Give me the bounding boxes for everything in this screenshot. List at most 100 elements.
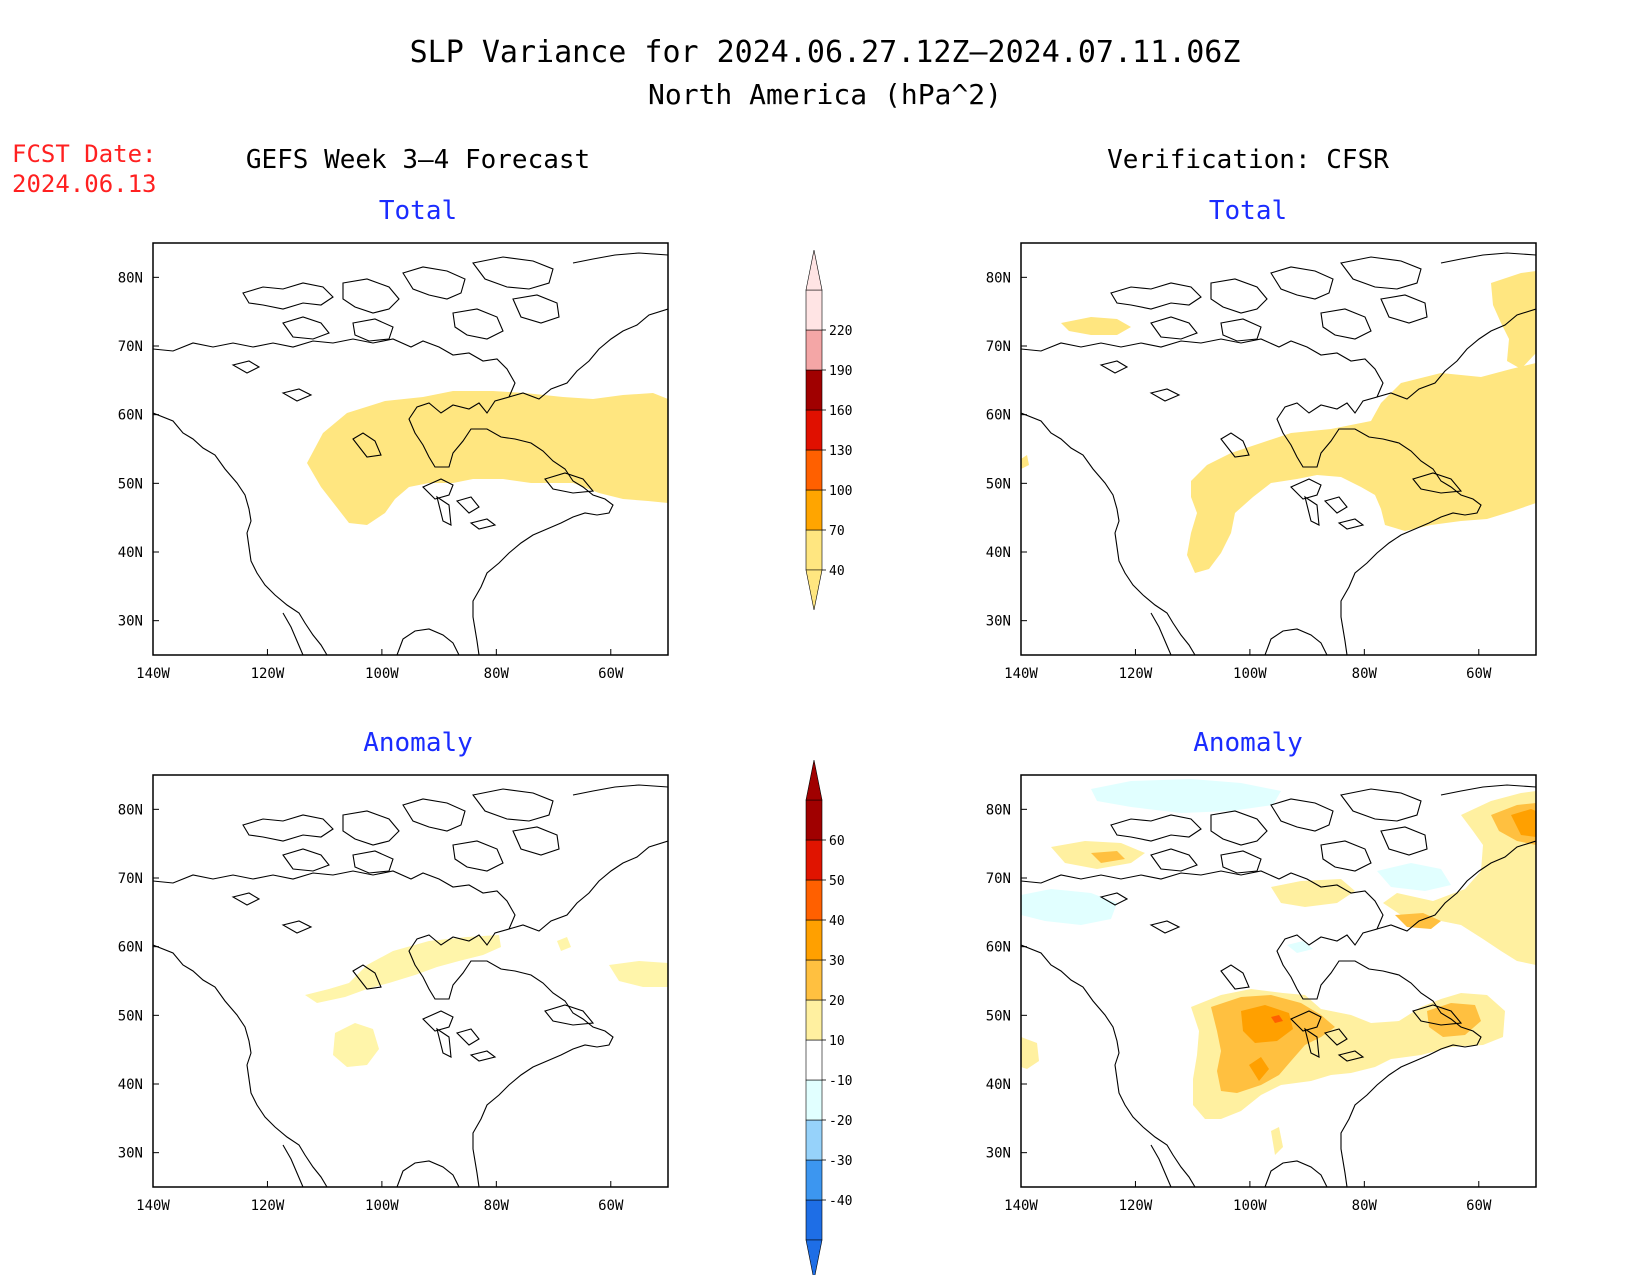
- colorbar-segment: [805, 449, 823, 491]
- shade-verification-anomaly-cyan-mid: [1377, 863, 1451, 891]
- shade-verification-total-yellow-nw: [1061, 317, 1131, 335]
- y-tick-label: 40N: [986, 545, 1011, 561]
- y-tick-label: 70N: [986, 339, 1011, 355]
- x-tick-label: 60W: [1466, 1198, 1492, 1214]
- colorbar-bottom-arrow: [805, 1239, 823, 1279]
- shade-forecast-anomaly-east: [609, 961, 668, 987]
- colorbar-label: -20: [829, 1114, 852, 1129]
- x-tick-label: 100W: [365, 666, 399, 682]
- colorbar-segment: [805, 799, 823, 841]
- y-tick-label: 60N: [986, 408, 1011, 424]
- shade-forecast-anomaly-band: [305, 935, 501, 1003]
- shade-verification-total-yellow-w: [1021, 455, 1029, 469]
- colorbar-label: 30: [829, 954, 845, 969]
- y-tick-label: 70N: [986, 871, 1011, 887]
- axes-layer: 140W 120W 100W 80W 60W 80N 70N 60N 50N 40N 30N 140W…: [118, 270, 1492, 1214]
- x-tick-label: 120W: [1119, 1198, 1153, 1214]
- shade-verification-anomaly-orange-ne: [1511, 809, 1536, 837]
- colorbar-segment: [805, 1039, 823, 1081]
- y-tick-label: 60N: [118, 940, 143, 956]
- shade-forecast-total-yellow: [307, 391, 668, 525]
- x-tick-label: 60W: [1466, 666, 1492, 682]
- x-tick-label: 80W: [1352, 1198, 1378, 1214]
- y-tick-label: 60N: [986, 940, 1011, 956]
- y-tick-label: 40N: [986, 1077, 1011, 1093]
- panel-title-forecast-anomaly: Anomaly: [363, 728, 473, 758]
- x-tick-label: 100W: [1233, 666, 1267, 682]
- colorbar-bottom-arrow: [805, 569, 823, 611]
- x-tick-label: 80W: [484, 1198, 510, 1214]
- colorbar-segment: [805, 409, 823, 451]
- colorbar-label: 220: [829, 324, 852, 339]
- colorbar-total: 40 70 100 130 160 190 220: [805, 249, 852, 611]
- y-tick-label: 50N: [118, 476, 143, 492]
- y-tick-label: 80N: [118, 270, 143, 286]
- shade-verification-anomaly-orange-dark: [1271, 1015, 1283, 1023]
- x-tick-label: 140W: [136, 666, 170, 682]
- y-tick-label: 30N: [118, 614, 143, 630]
- x-tick-label: 100W: [365, 1198, 399, 1214]
- colorbar-label: 160: [829, 404, 852, 419]
- y-tick-label: 30N: [986, 614, 1011, 630]
- y-tick-label: 40N: [118, 1077, 143, 1093]
- shade-verification-anomaly-orange-center: [1241, 1005, 1293, 1043]
- map-panel-forecast-anomaly: [152, 774, 669, 1188]
- y-tick-label: 30N: [986, 1146, 1011, 1162]
- map-panel-forecast-total: [152, 242, 669, 656]
- colorbar-segment: [805, 1159, 823, 1201]
- y-tick-label: 80N: [986, 270, 1011, 286]
- colorbar-label: 40: [829, 564, 845, 579]
- x-tick-label: 80W: [484, 666, 510, 682]
- colorbar-top-arrow: [805, 759, 823, 801]
- colorbar-segment: [805, 369, 823, 411]
- shade-verification-anomaly-cyan-n: [1091, 779, 1281, 813]
- colorbar-segment: [805, 839, 823, 881]
- y-tick-label: 60N: [118, 408, 143, 424]
- x-tick-label: 120W: [251, 666, 285, 682]
- panel-title-forecast-total: Total: [379, 196, 457, 226]
- column-title-verification: Verification: CFSR: [1107, 145, 1389, 175]
- y-tick-label: 70N: [118, 339, 143, 355]
- colorbar-segment: [805, 879, 823, 921]
- colorbar-segment: [805, 529, 823, 571]
- colorbar-label: -10: [829, 1074, 852, 1089]
- shade-verification-anomaly-cyan-small: [1287, 941, 1313, 953]
- colorbar-segment: [805, 1079, 823, 1121]
- shade-verification-total-yellow-main: [1187, 363, 1536, 573]
- colorbar-label: 70: [829, 524, 845, 539]
- colorbar-segment: [805, 999, 823, 1041]
- shade-verification-anomaly-yellow-hudson: [1271, 879, 1355, 907]
- colorbar-label: -40: [829, 1194, 852, 1209]
- y-tick-label: 80N: [986, 802, 1011, 818]
- fcst-date-label: FCST Date:: [12, 140, 157, 168]
- colorbar-label: 100: [829, 484, 852, 499]
- x-tick-label: 120W: [1119, 666, 1153, 682]
- colorbar-segment: [805, 919, 823, 961]
- x-tick-label: 120W: [251, 1198, 285, 1214]
- colorbar-label: 40: [829, 914, 845, 929]
- x-tick-label: 140W: [1004, 666, 1038, 682]
- panel-title-verification-anomaly: Anomaly: [1193, 728, 1303, 758]
- colorbar-segment: [805, 289, 823, 331]
- x-tick-label: 60W: [598, 666, 624, 682]
- figure-title-line1: SLP Variance for 2024.06.27.12Z–2024.07.…: [410, 35, 1241, 70]
- y-tick-label: 50N: [118, 1008, 143, 1024]
- shade-verification-anomaly-orange-light-n: [1091, 851, 1125, 863]
- y-tick-label: 70N: [118, 871, 143, 887]
- shade-verification-anomaly-yellow-s: [1271, 1127, 1283, 1155]
- x-tick-label: 140W: [1004, 1198, 1038, 1214]
- x-tick-label: 80W: [1352, 666, 1378, 682]
- panel-title-verification-total: Total: [1209, 196, 1287, 226]
- shade-verification-anomaly-yellow-w: [1021, 1037, 1039, 1069]
- colorbar-segment: [805, 959, 823, 1001]
- y-tick-label: 50N: [986, 476, 1011, 492]
- x-tick-label: 60W: [598, 1198, 624, 1214]
- colorbar-segment: [805, 1119, 823, 1161]
- y-tick-label: 80N: [118, 802, 143, 818]
- fcst-date-value: 2024.06.13: [12, 170, 157, 198]
- y-tick-label: 40N: [118, 545, 143, 561]
- map-panel-verification-anomaly: [1020, 774, 1537, 1188]
- colorbar-top-arrow: [805, 249, 823, 291]
- colorbar-label: 10: [829, 1034, 845, 1049]
- shade-verification-total-yellow-ne: [1491, 271, 1536, 369]
